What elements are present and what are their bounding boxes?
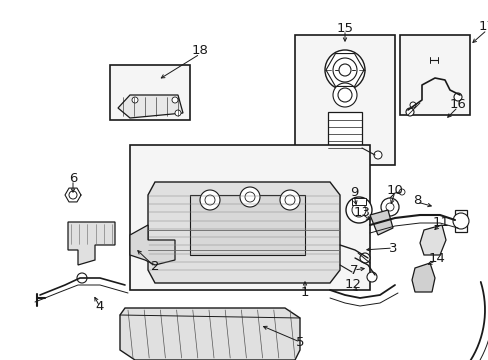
Polygon shape	[369, 210, 392, 235]
Circle shape	[285, 195, 294, 205]
Circle shape	[366, 272, 376, 282]
Text: 11: 11	[431, 216, 448, 229]
Text: 17: 17	[478, 21, 488, 33]
Text: 15: 15	[336, 22, 353, 35]
Polygon shape	[411, 263, 434, 292]
Polygon shape	[130, 225, 175, 265]
Circle shape	[373, 151, 381, 159]
Circle shape	[204, 195, 215, 205]
Circle shape	[69, 191, 77, 199]
Text: 13: 13	[353, 206, 370, 219]
Circle shape	[332, 83, 356, 107]
Circle shape	[409, 102, 415, 108]
Polygon shape	[118, 95, 183, 118]
Polygon shape	[68, 222, 115, 265]
Circle shape	[325, 50, 364, 90]
Circle shape	[359, 253, 369, 263]
Circle shape	[280, 190, 299, 210]
Circle shape	[346, 197, 371, 223]
Circle shape	[405, 108, 413, 116]
Bar	[190, 195, 305, 255]
Text: 6: 6	[69, 171, 77, 184]
Text: 12: 12	[344, 279, 361, 292]
Circle shape	[453, 93, 461, 101]
Circle shape	[175, 110, 181, 116]
Text: 14: 14	[427, 252, 445, 265]
Circle shape	[380, 198, 398, 216]
Circle shape	[172, 97, 178, 103]
Text: 3: 3	[388, 242, 396, 255]
Circle shape	[132, 97, 138, 103]
Bar	[323, 157, 366, 163]
Text: 10: 10	[386, 184, 403, 197]
Text: 1: 1	[300, 285, 308, 298]
Bar	[327, 112, 361, 157]
Circle shape	[452, 213, 468, 229]
Text: 9: 9	[349, 186, 357, 199]
Text: 16: 16	[448, 99, 466, 112]
Bar	[454, 210, 466, 232]
Bar	[351, 198, 365, 205]
Circle shape	[337, 88, 351, 102]
Bar	[294, 35, 394, 165]
Polygon shape	[419, 225, 445, 255]
Circle shape	[77, 273, 87, 283]
Circle shape	[385, 203, 393, 211]
Bar	[399, 35, 469, 115]
Polygon shape	[148, 182, 339, 283]
Circle shape	[338, 64, 350, 76]
Bar	[130, 145, 369, 290]
Text: 2: 2	[150, 261, 159, 274]
Polygon shape	[120, 308, 299, 360]
Text: 8: 8	[412, 194, 420, 207]
Text: 4: 4	[96, 301, 104, 314]
Circle shape	[332, 58, 356, 82]
Text: 7: 7	[349, 264, 358, 276]
Circle shape	[200, 190, 220, 210]
Circle shape	[398, 189, 404, 195]
Bar	[110, 65, 190, 120]
Circle shape	[351, 203, 365, 217]
Text: 5: 5	[295, 336, 304, 348]
Circle shape	[244, 192, 254, 202]
Text: 18: 18	[191, 44, 208, 57]
Circle shape	[240, 187, 260, 207]
